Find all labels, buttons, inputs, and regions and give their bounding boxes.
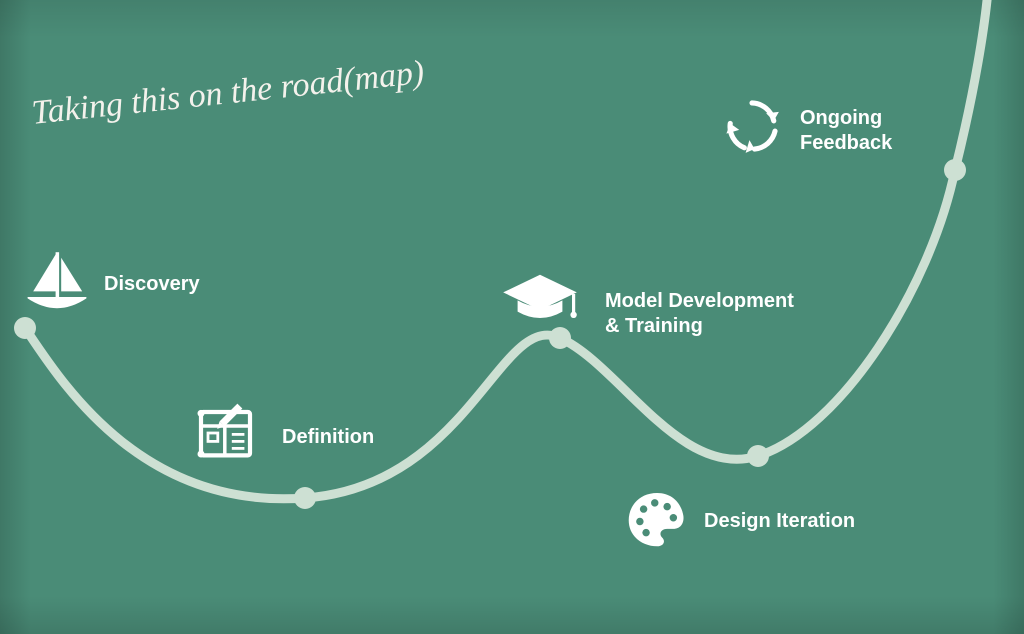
- blueprint-icon: [189, 398, 269, 468]
- stage-label-discovery: Discovery: [104, 272, 200, 297]
- curve-node-design: [747, 445, 769, 467]
- curve-node-discovery: [14, 317, 36, 339]
- curve-node-definition: [294, 487, 316, 509]
- infographic-canvas: Taking this on the road(map) DiscoveryDe…: [0, 0, 1024, 634]
- stage-label-model: Model Development & Training: [605, 289, 794, 339]
- curve-node-model: [549, 327, 571, 349]
- curve-node-feedback: [944, 159, 966, 181]
- sailboat-icon: [22, 248, 92, 318]
- gradcap-icon: [500, 268, 580, 328]
- palette-icon: [625, 488, 687, 550]
- cycle-icon: [720, 94, 784, 158]
- stage-label-definition: Definition: [282, 425, 374, 450]
- stage-label-feedback: Ongoing Feedback: [800, 106, 892, 156]
- stage-label-design: Design Iteration: [704, 509, 855, 534]
